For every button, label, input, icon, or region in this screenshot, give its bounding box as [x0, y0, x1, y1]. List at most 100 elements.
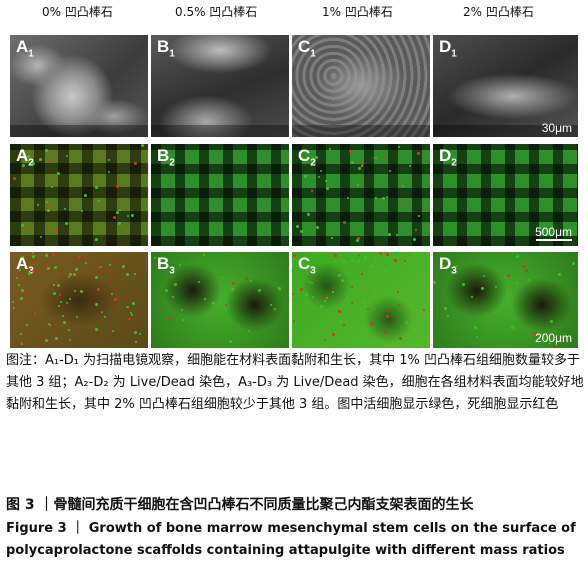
live-cell [58, 305, 60, 307]
live-cell [396, 234, 398, 236]
live-cell [343, 260, 346, 263]
dead-cell [367, 308, 369, 310]
live-cell [308, 281, 310, 283]
dead-cell [324, 339, 326, 341]
live-cell [179, 264, 181, 266]
live-cell [172, 296, 174, 298]
live-cell [69, 273, 72, 276]
panel-label: D1 [439, 37, 457, 60]
dead-cell [351, 286, 353, 288]
live-cell [357, 260, 360, 263]
live-cell [131, 214, 134, 217]
live-cell [118, 222, 121, 225]
dead-cell [78, 255, 81, 258]
sem-info-bar [292, 125, 430, 137]
dead-cell [113, 216, 116, 219]
live-cell [371, 265, 374, 268]
live-cell [141, 144, 144, 147]
live-cell [357, 294, 359, 296]
live-cell [111, 293, 113, 295]
live-cell [274, 308, 276, 310]
dead-cell [168, 317, 171, 320]
dead-cell [335, 298, 337, 300]
panel-label: B3 [157, 254, 175, 277]
live-cell [324, 300, 326, 302]
live-cell [32, 252, 34, 254]
dead-cell [292, 293, 294, 295]
live-cell [95, 303, 98, 306]
live-cell [357, 184, 359, 186]
live-cell [414, 253, 417, 256]
panel-label: A3 [16, 254, 34, 276]
sem-info-bar [10, 125, 148, 137]
live-cell [204, 298, 206, 300]
live-cell [64, 208, 66, 210]
panel-b2: B2 [151, 144, 289, 246]
panel-a3: A3 [10, 252, 148, 348]
dead-cell [361, 162, 364, 165]
live-cell [422, 326, 424, 328]
dead-cell [134, 162, 137, 165]
live-cell [49, 324, 51, 326]
live-cell [21, 343, 23, 345]
dead-cell [27, 227, 30, 230]
dead-cell [370, 322, 373, 325]
panel-c1: C1 [292, 35, 430, 137]
dead-cell [351, 302, 353, 304]
dead-cell [293, 320, 295, 322]
live-cell [76, 316, 78, 318]
live-cell [375, 157, 377, 159]
live-cell [318, 176, 320, 178]
live-cell [73, 273, 76, 276]
panel-a1: A1 [10, 35, 148, 137]
dead-cell [343, 324, 345, 326]
live-cell [476, 336, 478, 338]
dead-cell [97, 288, 100, 291]
scale-bar-label: 200μm [535, 331, 572, 345]
live-cell [154, 257, 156, 259]
live-cell [558, 273, 561, 276]
live-cell [462, 283, 465, 286]
live-cell [278, 287, 281, 290]
live-cell [47, 267, 50, 270]
panel-c2: C2 [292, 144, 430, 246]
dead-cell [507, 274, 510, 277]
live-cell [104, 316, 106, 318]
live-cell [447, 315, 449, 317]
column-header-1: 1% 凹凸棒石 [322, 5, 393, 19]
panel-label: A2 [16, 146, 34, 168]
live-cell [135, 341, 137, 343]
dead-cell [423, 309, 425, 311]
dead-cell [533, 332, 536, 335]
live-cell [361, 165, 363, 167]
dead-cell [311, 190, 313, 192]
live-cell [69, 339, 71, 341]
live-cell [74, 290, 76, 292]
panel-label: D3 [439, 254, 457, 277]
dead-cell [293, 254, 296, 257]
live-cell [45, 254, 48, 257]
live-cell [332, 291, 334, 293]
live-cell [442, 266, 444, 268]
column-header-2: 2% 凹凸棒石 [463, 5, 534, 19]
live-cell [433, 281, 436, 284]
live-cell [21, 224, 24, 227]
live-cell [68, 329, 70, 331]
live-cell [362, 300, 365, 303]
dead-cell [394, 259, 397, 262]
live-cell [549, 342, 551, 344]
live-cell [95, 328, 98, 331]
live-cell [320, 305, 323, 308]
panel-label: C1 [298, 37, 316, 60]
dead-cell [567, 289, 570, 292]
live-cell [333, 327, 335, 329]
panel-b3: B3 [151, 252, 289, 348]
dead-cell [384, 331, 387, 334]
dead-cell [98, 266, 101, 269]
dead-cell [397, 291, 399, 293]
live-cell [326, 187, 329, 190]
live-cell [127, 215, 129, 217]
live-cell [98, 200, 100, 202]
live-cell [248, 330, 250, 332]
live-cell [312, 296, 314, 298]
